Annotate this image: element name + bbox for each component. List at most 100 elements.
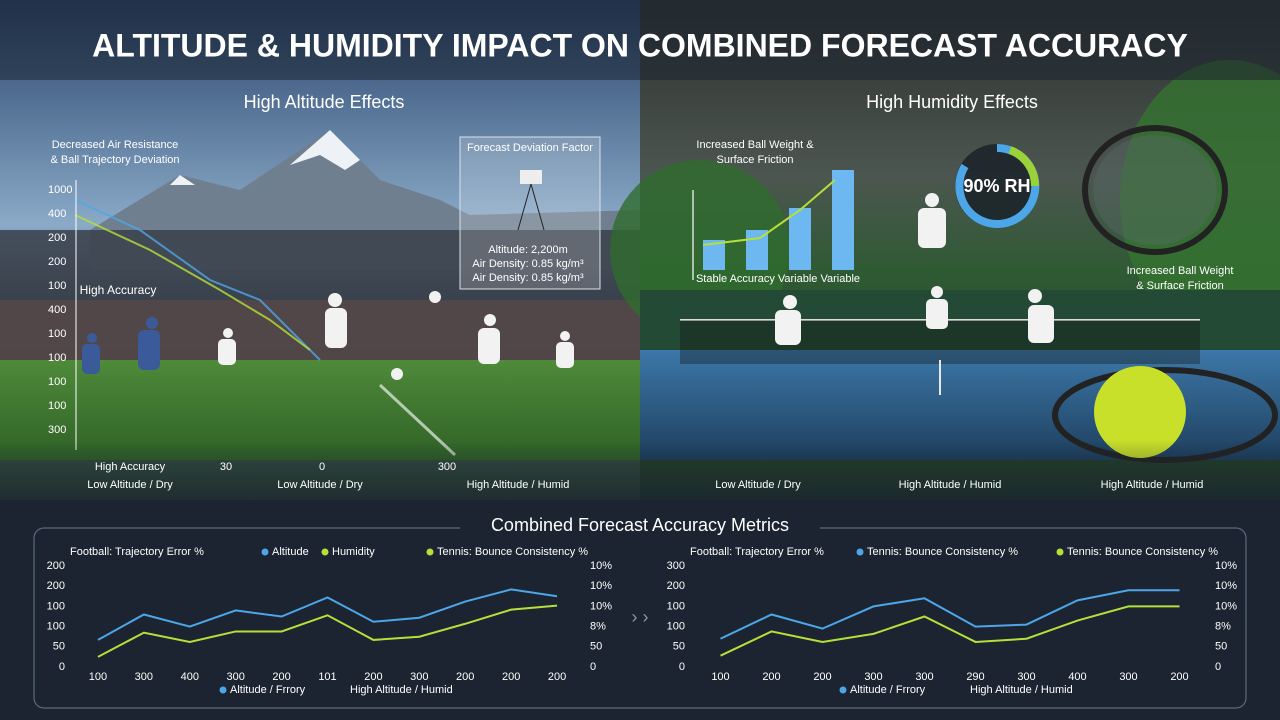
- scale-label: 200: [48, 256, 66, 268]
- right-scene: [610, 0, 1280, 500]
- bottom-label: Low Altitude / Dry: [277, 479, 363, 491]
- series-line: [97, 588, 558, 641]
- x-tick-label: 400: [181, 671, 199, 683]
- y2-tick-label: 10%: [590, 600, 612, 612]
- scale-label: 300: [48, 424, 66, 436]
- zone-label: High Accuracy: [80, 283, 157, 297]
- title-band: [0, 0, 1280, 80]
- x-tick-label: 200: [813, 671, 831, 683]
- scale-label: 400: [48, 304, 66, 316]
- x-tick-label: 101: [318, 671, 336, 683]
- annotation: Altitude / Frrory: [850, 684, 926, 696]
- card-line: Altitude: 2,200m: [488, 244, 568, 256]
- x-tick-label: 300: [227, 671, 245, 683]
- scale-label: 1000: [48, 184, 72, 196]
- bottom-label: High Altitude / Humid: [1101, 479, 1204, 491]
- y2-tick-label: 0: [590, 661, 596, 673]
- bottom-label: High Altitude / Humid: [467, 479, 570, 491]
- bottom-label: High Accuracy: [95, 461, 166, 473]
- x-tick-label: 300: [864, 671, 882, 683]
- y-tick-label: 100: [667, 600, 685, 612]
- y2-tick-label: 0: [1215, 661, 1221, 673]
- metrics-heading: Combined Forecast Accuracy Metrics: [491, 515, 789, 535]
- y-tick-label: 50: [53, 641, 65, 653]
- bottom-label: 0: [319, 461, 325, 473]
- x-tick-label: 300: [135, 671, 153, 683]
- annotation: High Altitude / Humid: [350, 684, 453, 696]
- legend-swatch: [321, 548, 329, 556]
- x-tick-label: 300: [1017, 671, 1035, 683]
- x-tick-label: 200: [1170, 671, 1188, 683]
- y-tick-label: 200: [667, 580, 685, 592]
- caption: Surface Friction: [716, 154, 793, 166]
- x-tick-label: 300: [915, 671, 933, 683]
- scale-label: 100: [48, 376, 66, 388]
- x-tick-label: 290: [966, 671, 984, 683]
- y-tick-label: 100: [47, 621, 65, 633]
- panel-heading: High Altitude Effects: [244, 92, 405, 112]
- scale-label: 200: [48, 232, 66, 244]
- y-tick-label: 50: [673, 641, 685, 653]
- scale-label: 100: [48, 280, 66, 292]
- scale-label: 100: [48, 328, 66, 340]
- side-caption: & Surface Friction: [1136, 280, 1223, 292]
- legend-label: Altitude: [272, 546, 309, 558]
- y2-tick-label: 10%: [1215, 580, 1237, 592]
- scale-label: 100: [48, 352, 66, 364]
- y-tick-label: 0: [679, 661, 685, 673]
- bar-caption: Stable Accuracy Variable Variable: [696, 273, 860, 285]
- scale-label: 400: [48, 208, 66, 220]
- scale-label: 100: [48, 400, 66, 412]
- legend-swatch: [856, 548, 864, 556]
- annotation: Altitude / Frrory: [230, 684, 306, 696]
- bottom-label: High Altitude / Humid: [899, 479, 1002, 491]
- bottom-label: 300: [438, 461, 456, 473]
- y-tick-label: 200: [47, 580, 65, 592]
- y2-tick-label: 10%: [590, 560, 612, 572]
- caption: Decreased Air Resistance: [52, 139, 179, 151]
- legend-swatch: [426, 548, 434, 556]
- side-caption: Increased Ball Weight: [1127, 265, 1234, 277]
- annotation: High Altitude / Humid: [970, 684, 1073, 696]
- y-tick-label: 200: [47, 560, 65, 572]
- x-tick-label: 300: [410, 671, 428, 683]
- y-tick-label: 100: [667, 621, 685, 633]
- x-tick-label: 300: [1119, 671, 1137, 683]
- legend-label: Humidity: [332, 546, 375, 558]
- metrics-bg: [0, 510, 1280, 720]
- bottom-label: 30: [220, 461, 232, 473]
- legend-swatch: [839, 686, 847, 694]
- series-line: [720, 605, 1180, 657]
- legend-label: Tennis: Bounce Consistency %: [867, 546, 1018, 558]
- x-tick-label: 200: [272, 671, 290, 683]
- panel-heading: High Humidity Effects: [866, 92, 1038, 112]
- title: ALTITUDE & HUMIDITY IMPACT ON COMBINED F…: [92, 27, 1188, 63]
- legend-swatch: [219, 686, 227, 694]
- y-tick-label: 0: [59, 661, 65, 673]
- arrow: › ›: [632, 607, 649, 627]
- legend-label: Tennis: Bounce Consistency %: [1067, 546, 1218, 558]
- y2-tick-label: 10%: [590, 580, 612, 592]
- y-tick-label: 100: [47, 600, 65, 612]
- y2-tick-label: 10%: [1215, 560, 1237, 572]
- chart-title: Football: Trajectory Error %: [70, 546, 204, 558]
- legend-swatch: [261, 548, 269, 556]
- y2-tick-label: 10%: [1215, 600, 1237, 612]
- fade: [0, 440, 1280, 520]
- x-tick-label: 100: [711, 671, 729, 683]
- caption: Increased Ball Weight &: [696, 139, 814, 151]
- y2-tick-label: 50: [590, 641, 602, 653]
- y2-tick-label: 8%: [1215, 621, 1231, 633]
- legend-swatch: [1056, 548, 1064, 556]
- x-tick-label: 100: [89, 671, 107, 683]
- card-title: Forecast Deviation Factor: [467, 142, 593, 154]
- y2-tick-label: 50: [1215, 641, 1227, 653]
- y-tick-label: 300: [667, 560, 685, 572]
- x-tick-label: 200: [762, 671, 780, 683]
- card-line: Air Density: 0.85 kg/m³: [472, 258, 584, 270]
- bottom-label: Low Altitude / Dry: [715, 479, 801, 491]
- heading-gap: [460, 514, 820, 540]
- x-tick-label: 200: [548, 671, 566, 683]
- bottom-label: Low Altitude / Dry: [87, 479, 173, 491]
